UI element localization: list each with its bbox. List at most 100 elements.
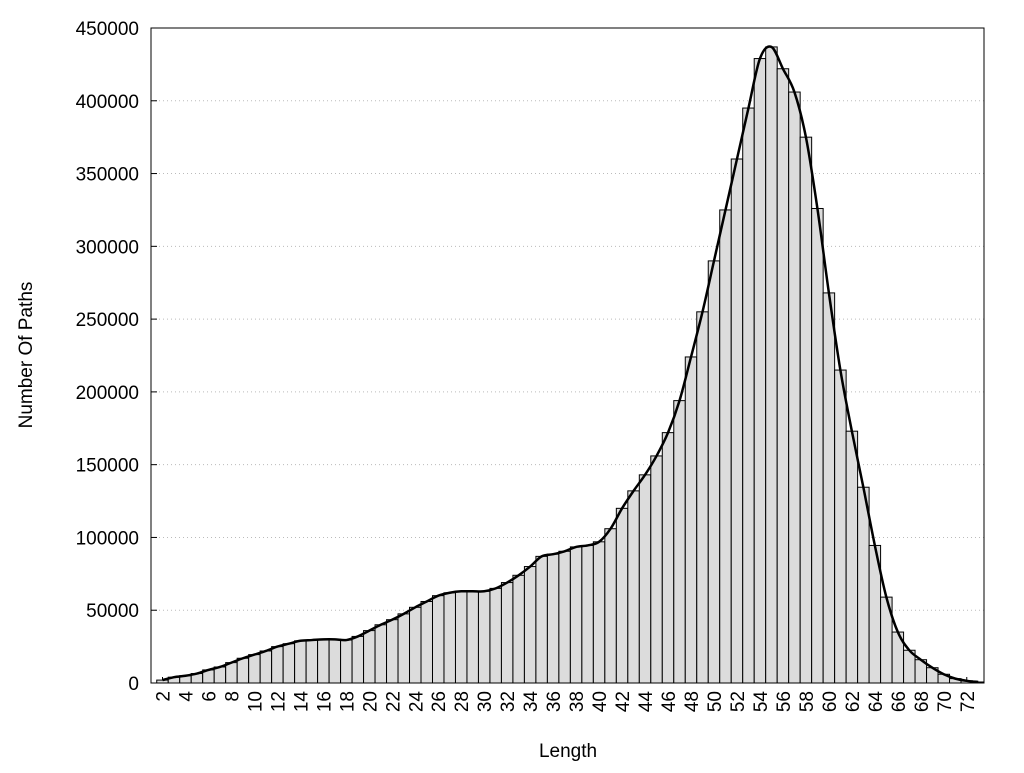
y-tick-label: 300000 [76, 237, 139, 258]
bar [420, 600, 433, 684]
bar [650, 455, 663, 684]
bar [351, 635, 365, 684]
bar [627, 490, 640, 684]
plot-frame [150, 27, 985, 684]
bar [386, 619, 399, 684]
bar [569, 546, 583, 684]
y-tick-label: 200000 [76, 383, 139, 404]
y-axis-label: Number Of Paths [16, 282, 37, 429]
bar [317, 638, 330, 684]
x-tick-label: 60 [820, 691, 841, 712]
bar [512, 574, 525, 684]
x-tick-label: 32 [498, 691, 519, 712]
y-tick-label: 0 [128, 674, 139, 695]
x-tick-label: 70 [935, 691, 956, 712]
x-tick-label: 52 [728, 691, 749, 712]
bar [305, 639, 319, 684]
bar [604, 528, 617, 684]
bar [282, 643, 296, 684]
bar [409, 606, 422, 684]
y-tick-label: 450000 [76, 19, 139, 40]
bar [673, 400, 686, 684]
bar [489, 587, 502, 684]
bar [477, 590, 491, 684]
bar [592, 541, 606, 684]
bar [696, 311, 709, 684]
bar [431, 595, 445, 684]
bar [443, 592, 456, 684]
x-tick-label: 40 [590, 691, 611, 712]
x-tick-label: 22 [383, 691, 404, 712]
bar [259, 650, 273, 684]
bar [523, 566, 537, 684]
x-tick-label: 30 [475, 691, 496, 712]
bar [374, 624, 388, 684]
bar [397, 613, 411, 684]
x-tick-label: 4 [176, 691, 197, 702]
x-tick-label: 20 [360, 691, 381, 712]
bar [811, 207, 824, 684]
x-tick-label: 10 [245, 691, 266, 712]
bar [294, 640, 307, 684]
x-tick-label: 50 [705, 691, 726, 712]
bar [535, 555, 548, 684]
x-tick-label: 14 [291, 691, 312, 713]
bar [776, 68, 790, 684]
bar [765, 46, 778, 684]
x-tick-label: 26 [429, 691, 450, 712]
bar [822, 292, 836, 684]
bar [581, 544, 594, 684]
bar [615, 507, 629, 684]
y-tick-label: 400000 [76, 92, 139, 113]
x-tick-label: 12 [268, 691, 289, 712]
x-tick-label: 54 [751, 691, 772, 713]
bar [661, 432, 675, 684]
bar [271, 646, 284, 684]
bar [730, 158, 744, 684]
bar [638, 474, 652, 684]
bar [248, 654, 261, 684]
x-tick-label: 2 [153, 691, 174, 702]
x-tick-label: 34 [521, 691, 542, 713]
x-tick-label: 16 [314, 691, 335, 712]
x-tick-label: 18 [337, 691, 358, 712]
bar [500, 582, 514, 684]
x-tick-label: 56 [774, 691, 795, 712]
x-tick-label: 36 [544, 691, 565, 712]
x-tick-label: 46 [659, 691, 680, 712]
x-tick-label: 68 [912, 691, 933, 712]
bar [546, 553, 560, 684]
x-tick-label: 6 [199, 691, 220, 702]
y-tick-label: 350000 [76, 165, 139, 186]
x-tick-label: 58 [797, 691, 818, 712]
bar [719, 209, 732, 684]
bar [558, 550, 571, 684]
y-tick-label: 50000 [86, 601, 139, 622]
bar [363, 630, 376, 684]
bar [845, 430, 859, 684]
x-tick-label: 62 [843, 691, 864, 712]
bar [213, 666, 227, 684]
x-tick-label: 42 [613, 691, 634, 712]
bar [799, 136, 813, 684]
x-tick-label: 8 [222, 691, 243, 702]
bar [340, 639, 353, 684]
bar [788, 91, 801, 684]
x-tick-label: 66 [889, 691, 910, 712]
x-tick-label: 44 [636, 691, 657, 713]
y-tick-label: 250000 [76, 310, 139, 331]
bar [454, 590, 468, 684]
x-tick-label: 24 [406, 691, 427, 713]
x-tick-label: 48 [682, 691, 703, 712]
bar [834, 369, 847, 684]
bar [466, 590, 479, 684]
y-tick-label: 150000 [76, 456, 139, 477]
bar [707, 260, 721, 684]
y-tick-label: 100000 [76, 528, 139, 549]
x-tick-label: 38 [567, 691, 588, 712]
bar [684, 356, 698, 684]
bar [742, 107, 755, 684]
bar [857, 486, 870, 684]
x-tick-label: 28 [452, 691, 473, 712]
